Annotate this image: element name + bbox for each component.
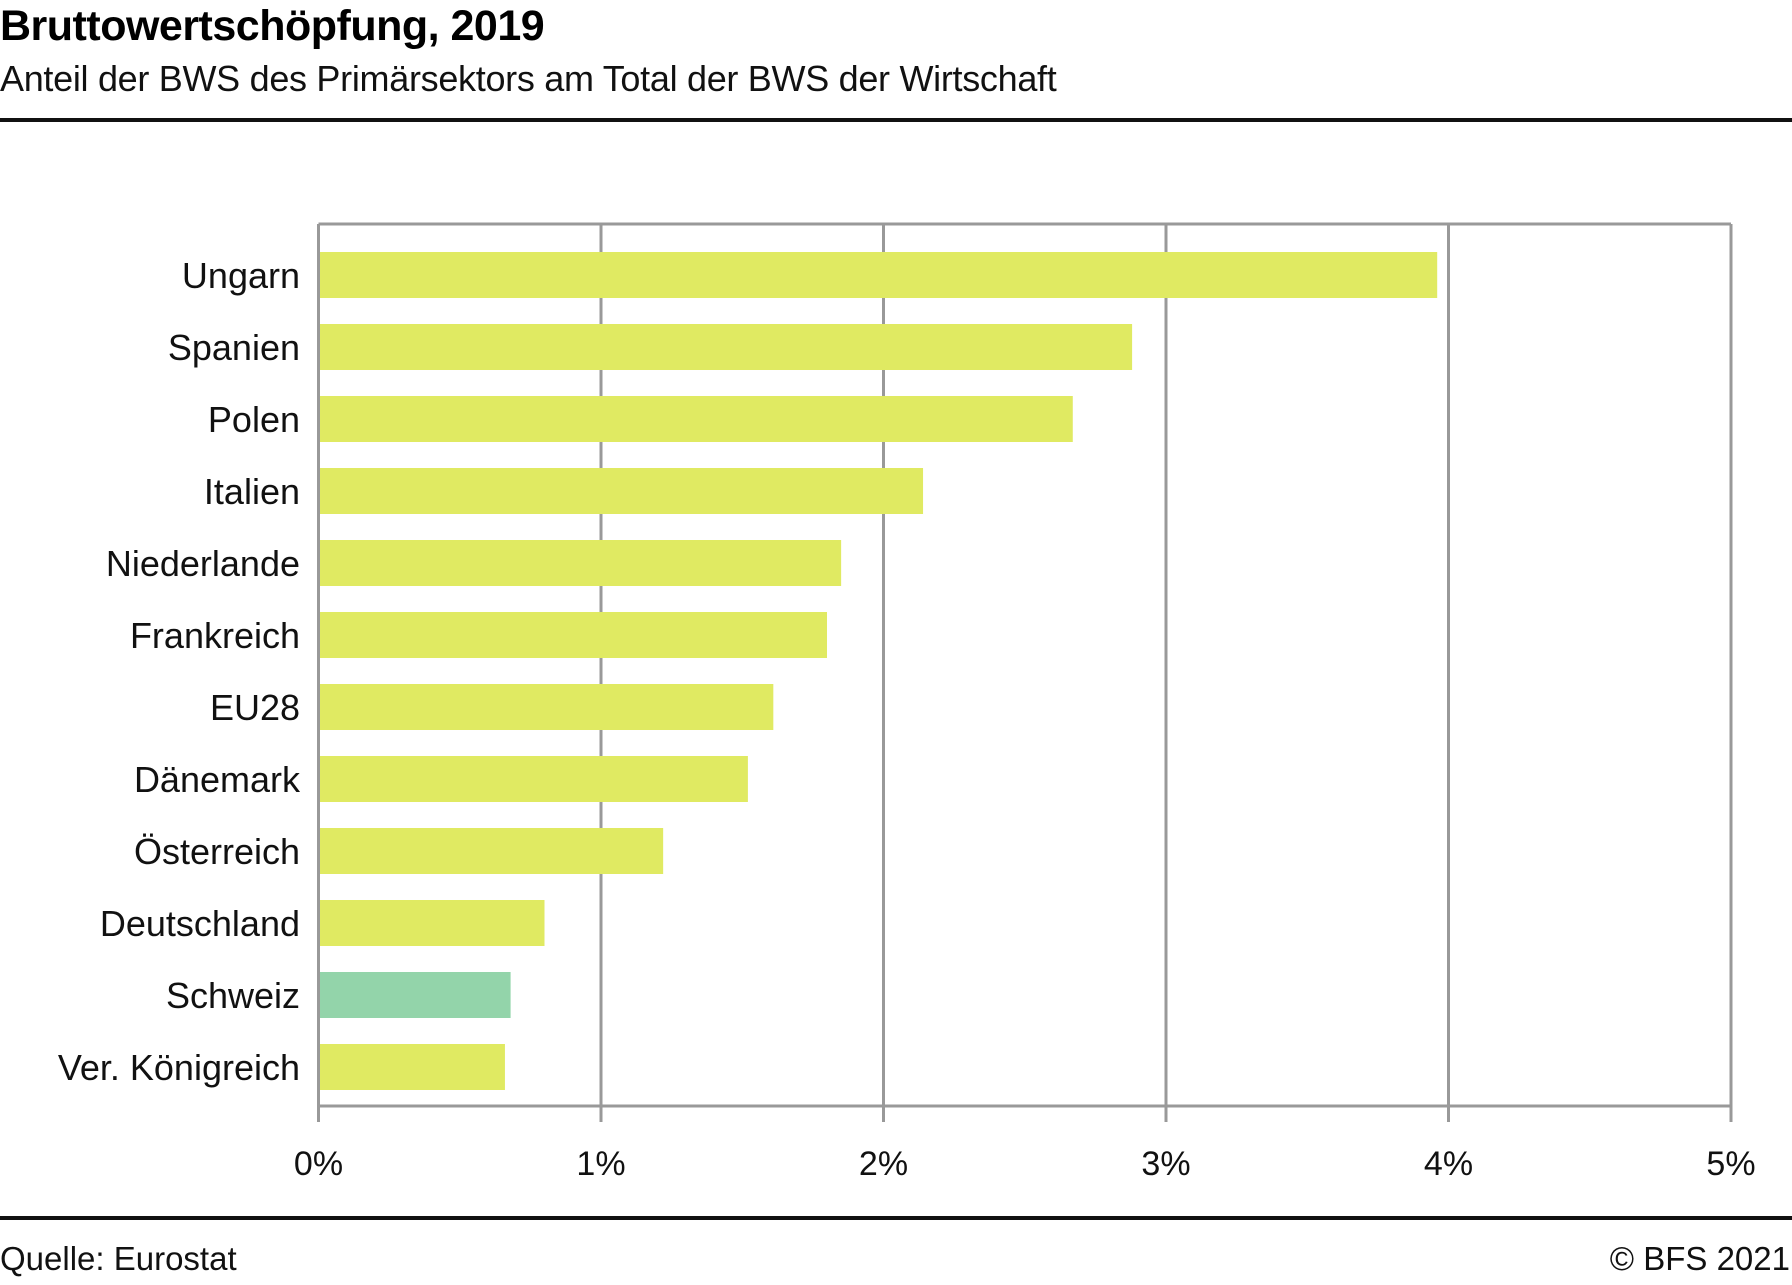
category-label: Deutschland <box>100 903 300 944</box>
grid-layer <box>317 222 1733 1122</box>
x-tick-label: 3% <box>1141 1145 1190 1183</box>
x-tick-label: 5% <box>1706 1145 1755 1183</box>
source-note: Quelle: Eurostat <box>0 1240 237 1277</box>
top-divider <box>0 118 1792 122</box>
category-label: Dänemark <box>134 759 301 800</box>
category-label: Spanien <box>168 327 300 368</box>
bar <box>320 828 664 874</box>
bottom-divider <box>0 1216 1792 1220</box>
bar <box>320 612 827 658</box>
category-label: Niederlande <box>106 543 300 584</box>
category-label: EU28 <box>210 687 300 728</box>
category-label: Schweiz <box>166 975 300 1016</box>
chart-subtitle: Anteil der BWS des Primärsektors am Tota… <box>0 58 1057 99</box>
tick-label-layer: 0% 1% 2% 3% 4% 5% <box>294 1145 1756 1183</box>
x-tick-label: 0% <box>294 1145 343 1183</box>
bar-layer <box>320 252 1438 1090</box>
bar <box>320 1044 505 1090</box>
category-label: Ungarn <box>182 255 300 296</box>
bar <box>320 756 748 802</box>
category-label: Italien <box>204 471 300 512</box>
chart-title: Bruttowertschöpfung, 2019 <box>0 2 545 50</box>
bar <box>320 684 774 730</box>
bar-highlighted <box>320 972 511 1018</box>
copyright-note: © BFS 2021 <box>1609 1240 1790 1277</box>
x-tick-label: 4% <box>1424 1145 1473 1183</box>
category-label: Frankreich <box>130 615 300 656</box>
x-tick-label: 2% <box>859 1145 908 1183</box>
bar <box>320 396 1073 442</box>
bar <box>320 540 842 586</box>
bar <box>320 900 545 946</box>
category-label: Österreich <box>134 831 300 872</box>
category-label-layer: Ungarn Spanien Polen Italien Niederlande Fran… <box>58 255 301 1088</box>
category-label: Polen <box>208 399 300 440</box>
bar <box>320 468 924 514</box>
x-tick-label: 1% <box>576 1145 625 1183</box>
category-label: Ver. Königreich <box>58 1047 300 1088</box>
bar <box>320 324 1133 370</box>
bar <box>320 252 1438 298</box>
